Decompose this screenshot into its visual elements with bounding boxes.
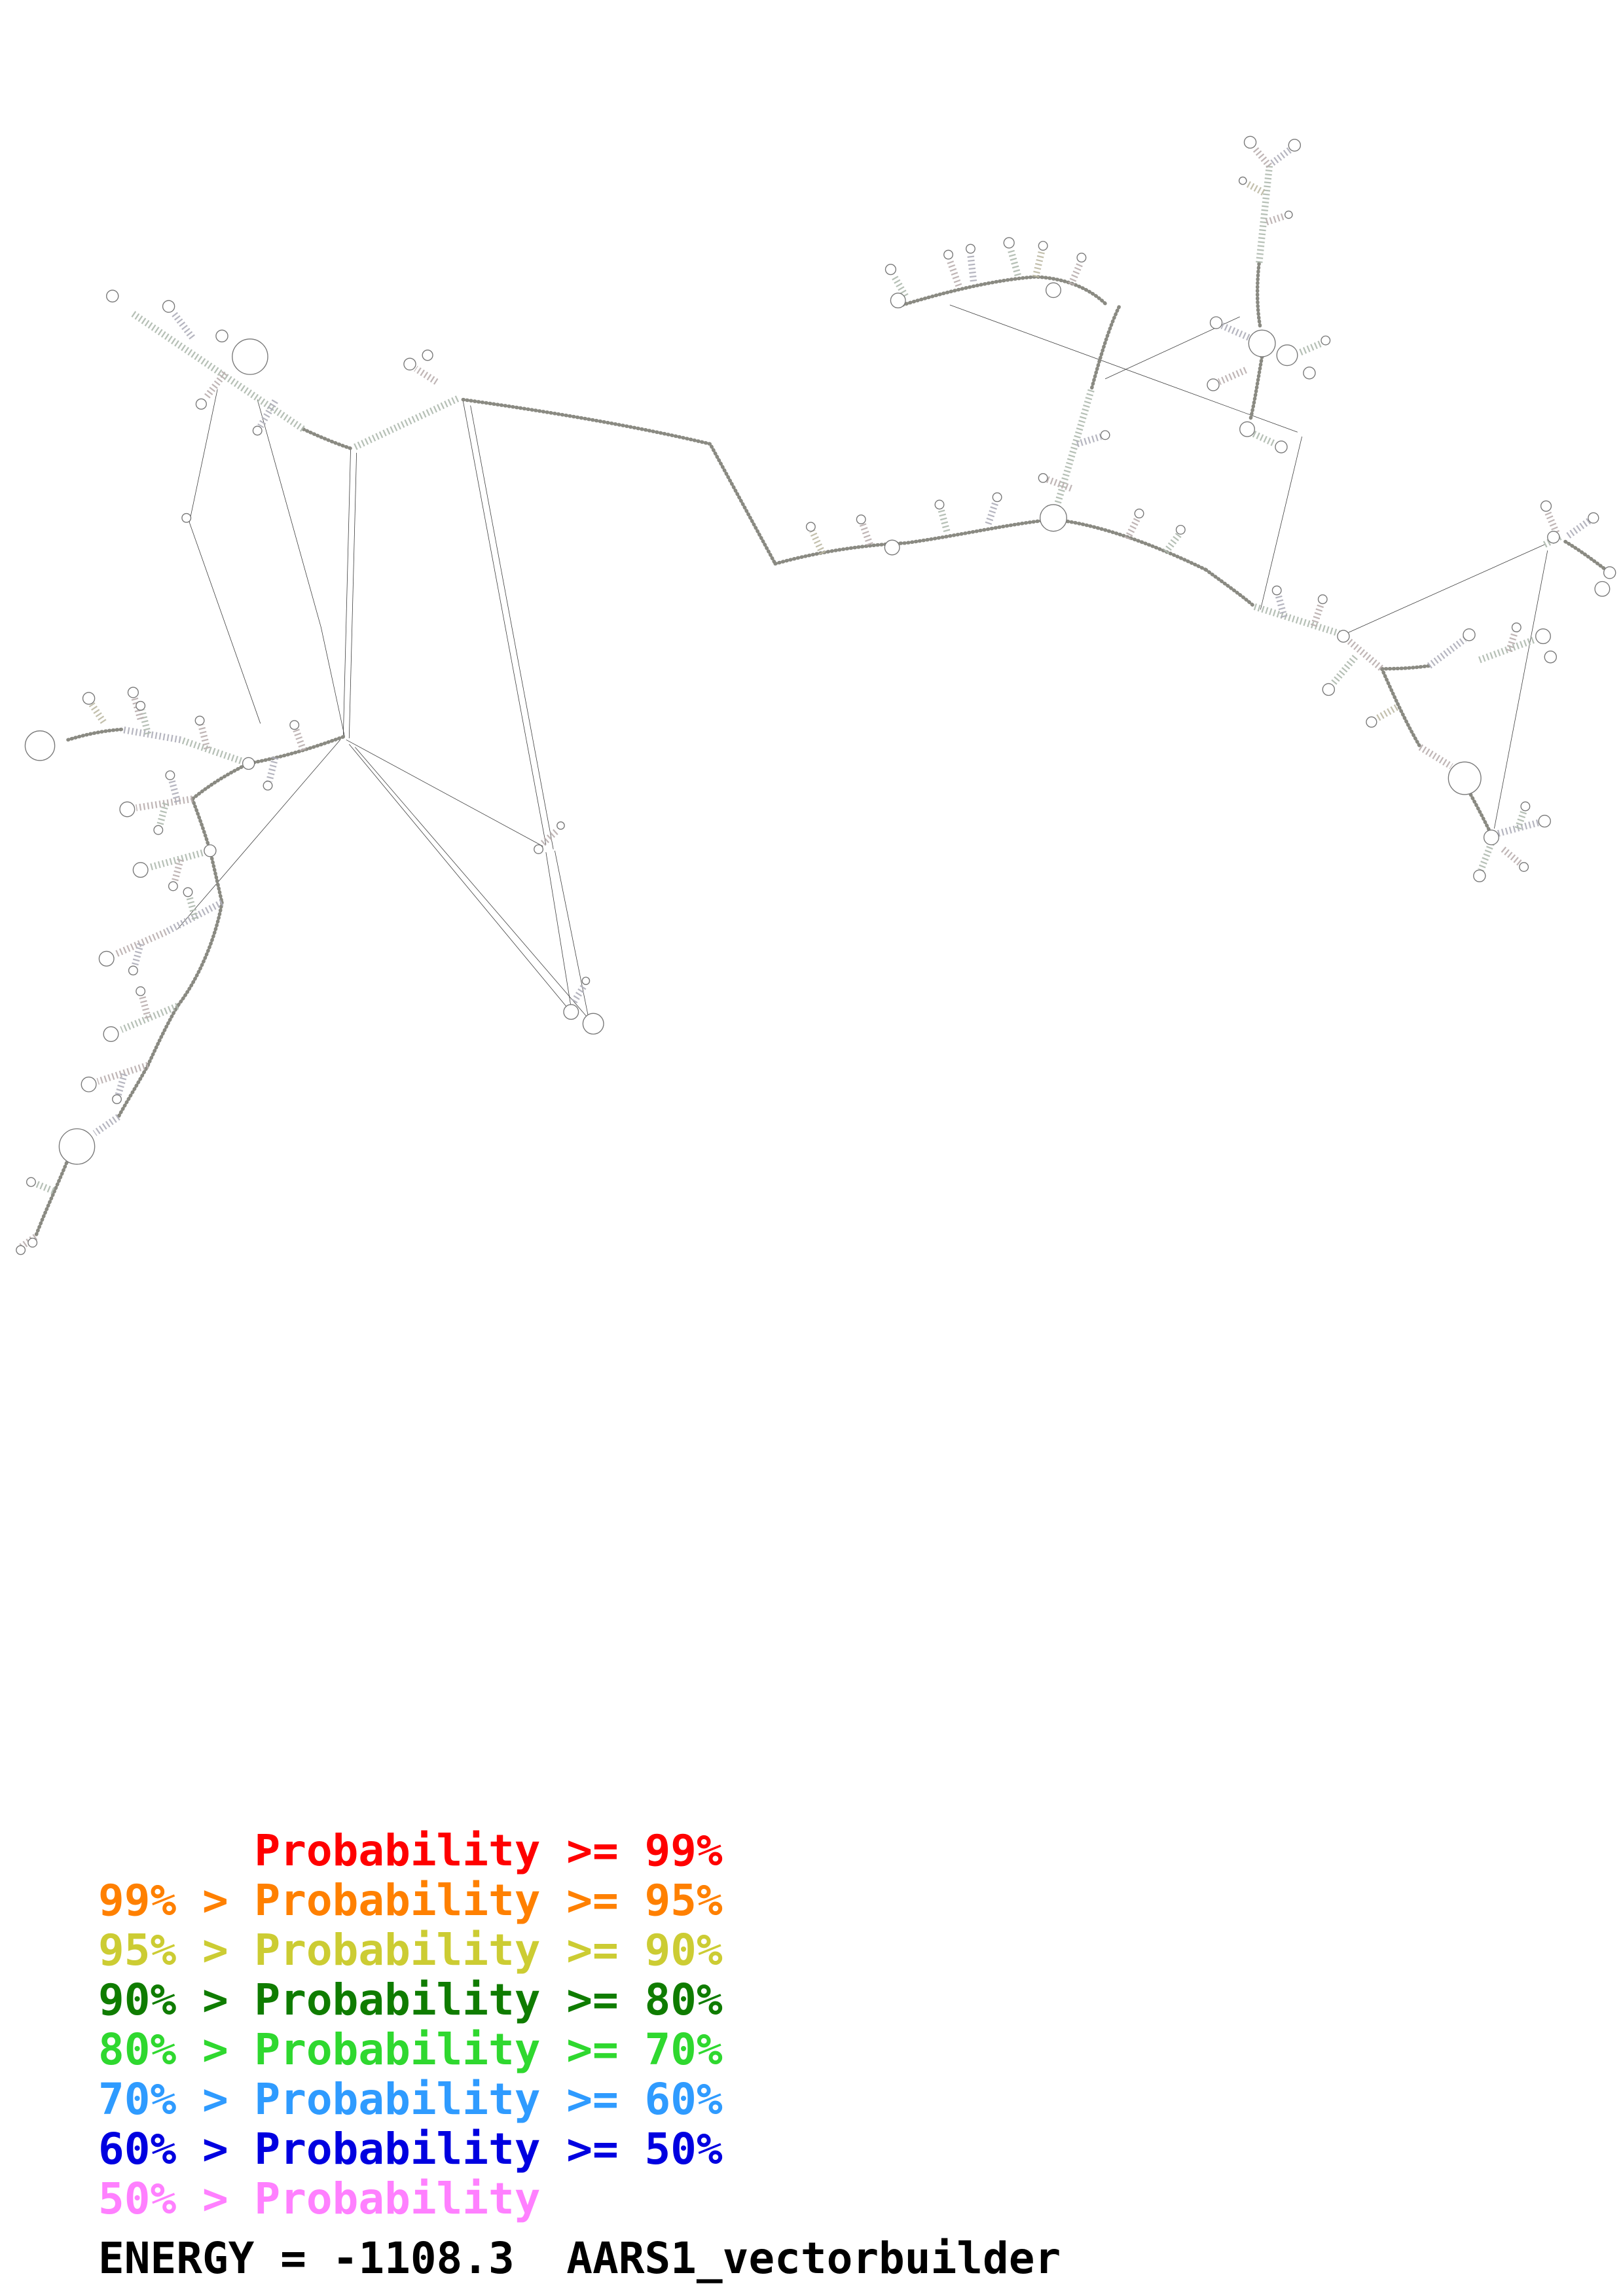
structure-skeleton-lines bbox=[177, 304, 1548, 1021]
legend-row-70-80: 80% > Probability >= 70% bbox=[98, 2024, 723, 2075]
legend-row-80-90: 90% > Probability >= 80% bbox=[98, 1975, 723, 2025]
legend-row-60-70: 70% > Probability >= 60% bbox=[98, 2074, 723, 2125]
energy-label: ENERGY = -1108.3 AARS1_vectorbuilder bbox=[98, 2233, 1061, 2284]
legend-row-90-95: 95% > Probability >= 90% bbox=[98, 1925, 723, 1975]
legend-row-50-60: 60% > Probability >= 50% bbox=[98, 2124, 723, 2174]
structure-loop-circles bbox=[16, 135, 1616, 1255]
legend-row-below50: 50% > Probability bbox=[98, 2174, 541, 2224]
probability-legend: Probability >= 99% 99% > Probability >= … bbox=[98, 1826, 723, 2224]
legend-row-95-99: 99% > Probability >= 95% bbox=[98, 1875, 723, 1926]
structure-helix-stems bbox=[18, 146, 1592, 1250]
legend-row-99plus: Probability >= 99% bbox=[98, 1825, 723, 1876]
structure-backbone-chains bbox=[33, 261, 1606, 1239]
